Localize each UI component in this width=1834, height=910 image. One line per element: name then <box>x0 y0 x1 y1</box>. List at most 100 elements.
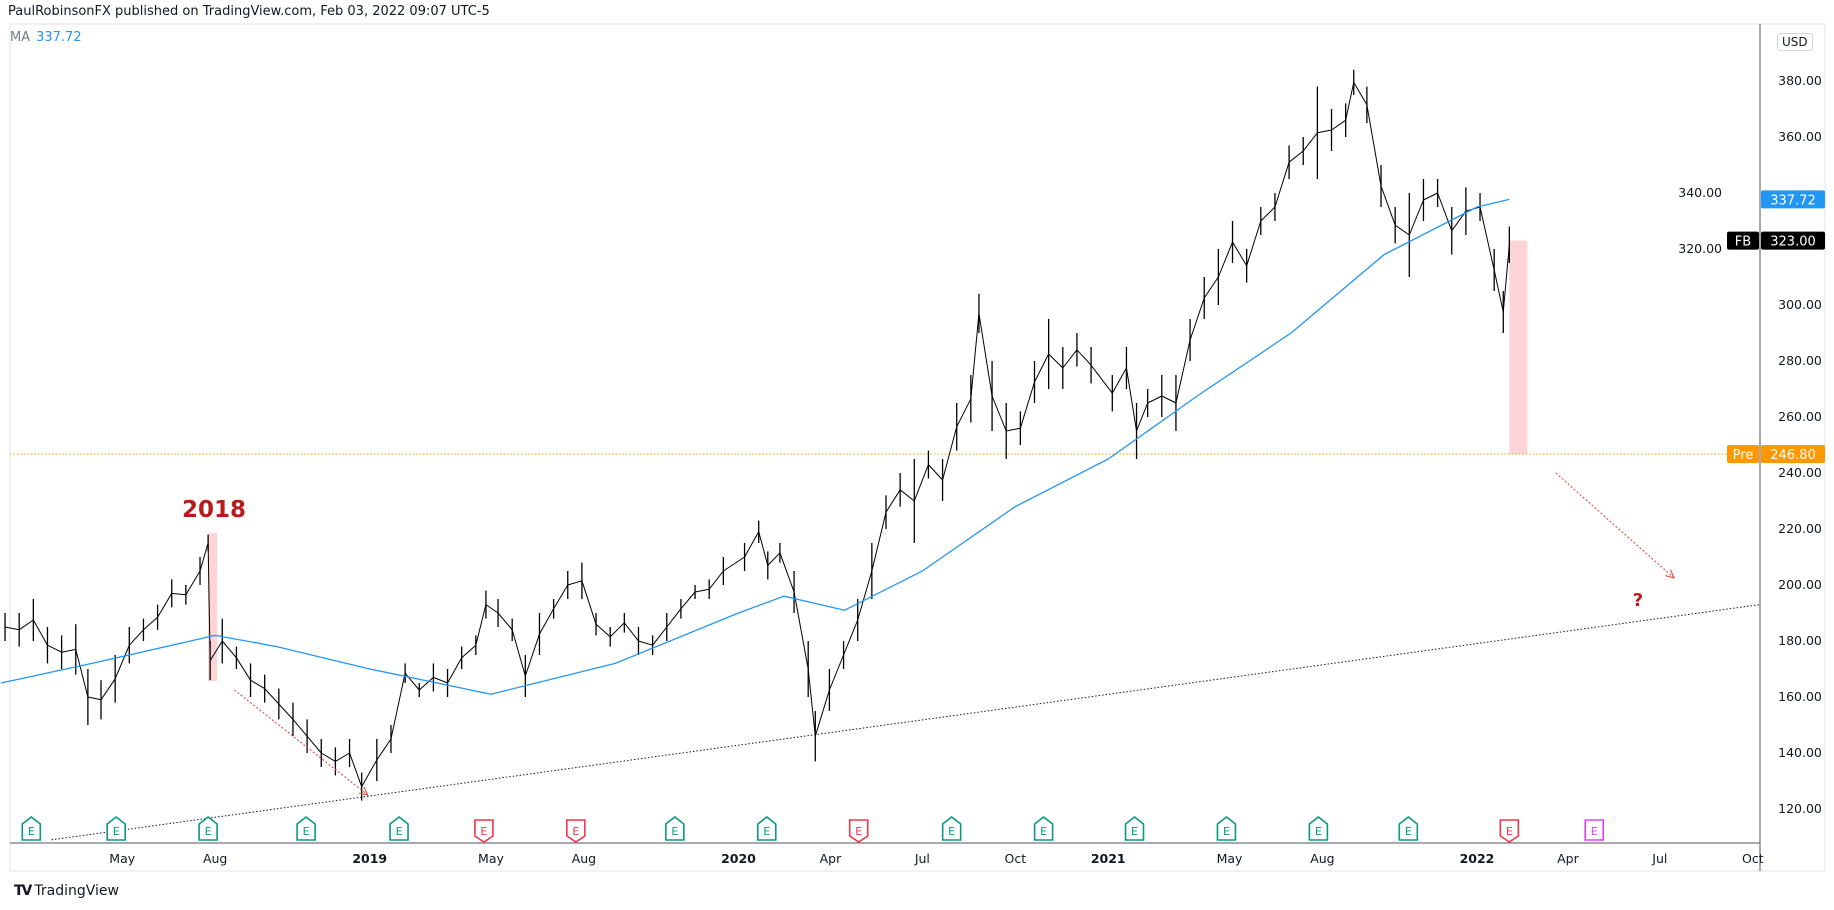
price-label-box <box>1761 444 1825 463</box>
price-segment <box>1189 297 1205 341</box>
price-segment <box>1062 349 1078 369</box>
earnings-beat-icon[interactable] <box>296 815 316 841</box>
price-segment <box>857 570 873 621</box>
price-segment <box>1394 224 1410 236</box>
earnings-letter: E <box>1223 825 1230 838</box>
price-segment <box>209 640 223 661</box>
price-tag-box <box>1727 444 1759 463</box>
earnings-miss-icon[interactable] <box>848 819 869 843</box>
price-tag-pre: Pre <box>1733 448 1754 463</box>
price-segment <box>1353 82 1368 106</box>
price-segment <box>524 633 540 677</box>
price-tick-label: 380.00 <box>1778 73 1822 88</box>
price-label-value: 246.80 <box>1770 448 1816 463</box>
price-segment <box>100 678 116 701</box>
price-segment <box>1217 241 1233 278</box>
price-segment <box>1034 353 1050 383</box>
price-segment <box>128 629 144 646</box>
earnings-beat-icon[interactable] <box>21 815 42 841</box>
price-segment <box>47 644 62 653</box>
currency-button[interactable]: USD <box>1777 33 1813 51</box>
price-segment <box>723 556 745 572</box>
earnings-beat-icon[interactable] <box>1308 815 1329 841</box>
price-segment <box>320 752 336 762</box>
price-segment <box>171 592 186 596</box>
price-segment <box>1380 185 1396 226</box>
earnings-miss-icon[interactable] <box>566 819 586 843</box>
time-tick-label: Aug <box>572 851 596 866</box>
price-tick-label: 320.00 <box>1678 241 1722 256</box>
price-segment <box>485 604 499 614</box>
earnings-letter: E <box>1506 825 1513 838</box>
price-segment <box>250 679 265 690</box>
price-segment <box>157 593 173 618</box>
price-segment <box>1147 395 1163 404</box>
earnings-beat-icon[interactable] <box>1033 815 1054 841</box>
earnings-beat-icon[interactable] <box>1124 815 1145 841</box>
price-segment <box>885 489 901 513</box>
price-segment <box>1479 206 1495 271</box>
time-tick-label: Jul <box>1651 851 1667 866</box>
earnings-beat-icon[interactable] <box>941 815 962 841</box>
price-segment <box>1111 367 1127 394</box>
price-segment <box>814 689 830 737</box>
moving-average-line <box>0 198 1510 695</box>
earnings-letter: E <box>1405 825 1412 838</box>
price-segment <box>638 640 653 646</box>
earnings-letter: E <box>572 825 579 838</box>
price-segment <box>828 654 845 691</box>
price-segment <box>264 688 280 705</box>
price-segment <box>1274 162 1290 208</box>
earnings-beat-icon[interactable] <box>106 815 126 841</box>
earnings-beat-icon[interactable] <box>1398 815 1419 841</box>
earnings-beat-icon[interactable] <box>756 815 777 841</box>
ma-label: MA <box>10 30 31 45</box>
ma-legend[interactable]: MA 337.72 <box>10 30 82 45</box>
earnings-letter: E <box>1131 825 1138 838</box>
price-segment <box>942 426 958 481</box>
price-segment <box>1048 353 1064 369</box>
ma-value: 337.72 <box>36 30 82 45</box>
price-tag-box <box>1727 231 1759 250</box>
trendline <box>51 604 1760 841</box>
price-segment <box>1493 269 1504 313</box>
price-segment <box>708 570 724 590</box>
price-segment <box>744 531 760 558</box>
earnings-letter: E <box>205 825 212 838</box>
price-segment <box>4 626 20 631</box>
price-segment <box>278 703 294 720</box>
earnings-letter: E <box>396 825 403 838</box>
earnings-miss-icon[interactable] <box>1499 819 1520 843</box>
price-segment <box>292 719 308 737</box>
price-segment <box>1345 82 1355 121</box>
earnings-future-icon[interactable] <box>1584 819 1604 841</box>
price-tick-label: 280.00 <box>1778 353 1822 368</box>
arrowhead-icon <box>358 786 369 796</box>
earnings-beat-icon[interactable] <box>665 815 685 841</box>
price-label-box <box>1761 190 1825 209</box>
price-tick-label: 300.00 <box>1778 297 1822 312</box>
price-segment <box>694 588 710 593</box>
time-tick-label: Oct <box>1742 851 1764 866</box>
price-segment <box>1136 402 1149 432</box>
price-segment <box>447 657 463 684</box>
price-segment <box>807 668 816 737</box>
price-segment <box>32 619 48 646</box>
earnings-beat-icon[interactable] <box>1216 815 1237 841</box>
price-tick-label: 180.00 <box>1778 633 1822 648</box>
price-segment <box>1502 244 1510 313</box>
price-segment <box>623 622 639 642</box>
earnings-miss-icon[interactable] <box>474 819 494 843</box>
earnings-beat-icon[interactable] <box>198 815 218 841</box>
price-segment <box>1331 119 1346 131</box>
price-segment <box>221 640 237 659</box>
price-tick-label: 120.00 <box>1778 801 1822 816</box>
price-segment <box>1366 104 1382 187</box>
time-tick-label: May <box>1217 851 1243 866</box>
price-segment <box>461 644 477 659</box>
earnings-letter: E <box>1591 825 1598 838</box>
earnings-beat-icon[interactable] <box>389 815 409 841</box>
price-tick-label: 160.00 <box>1778 689 1822 704</box>
tradingview-logo[interactable]: TV TradingView <box>14 883 119 899</box>
